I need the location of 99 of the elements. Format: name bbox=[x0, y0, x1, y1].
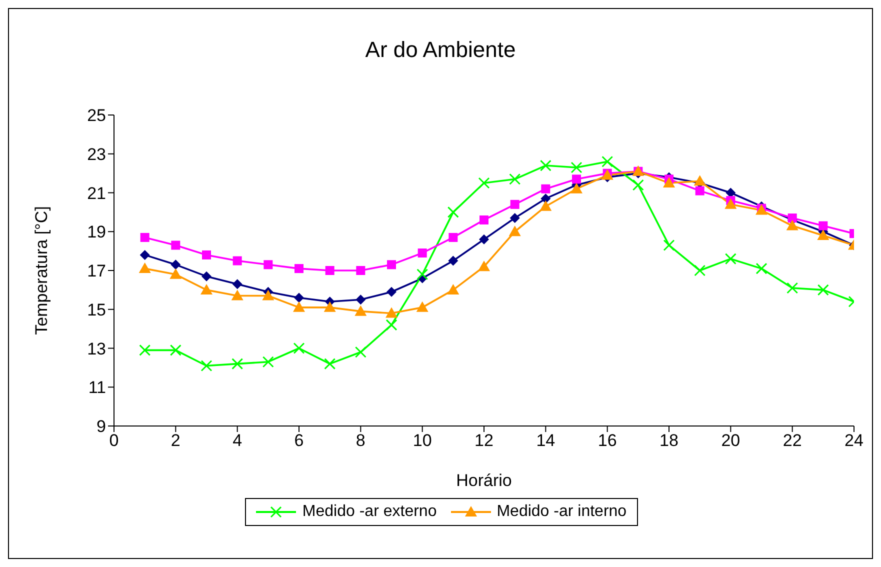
point bbox=[294, 264, 304, 274]
x-tick-label: 12 bbox=[474, 431, 494, 450]
point bbox=[448, 256, 458, 266]
point bbox=[200, 284, 212, 294]
point bbox=[170, 268, 182, 279]
legend-label: Medido -ar externo bbox=[302, 503, 437, 521]
point bbox=[478, 177, 490, 189]
point bbox=[478, 260, 490, 272]
point bbox=[140, 250, 150, 260]
point bbox=[294, 292, 304, 303]
point bbox=[541, 184, 550, 194]
chart-title: Ar do Ambiente bbox=[364, 37, 517, 63]
y-tick-label: 9 bbox=[96, 417, 106, 436]
point bbox=[324, 358, 336, 370]
point bbox=[140, 232, 150, 242]
point bbox=[663, 239, 675, 251]
point bbox=[694, 264, 706, 276]
point bbox=[202, 271, 212, 282]
point bbox=[632, 179, 644, 191]
point bbox=[817, 230, 830, 240]
point bbox=[232, 358, 244, 370]
x-tick-label: 22 bbox=[782, 431, 802, 450]
point bbox=[356, 294, 366, 305]
x-tick-label: 24 bbox=[844, 431, 864, 450]
y-tick-label: 21 bbox=[87, 184, 106, 203]
y-tick-label: 23 bbox=[87, 144, 106, 164]
point bbox=[479, 234, 489, 244]
point bbox=[138, 262, 151, 274]
legend-label: Medido -ar interno bbox=[496, 503, 627, 521]
point bbox=[418, 248, 427, 258]
point bbox=[262, 356, 274, 368]
point bbox=[448, 232, 458, 242]
point bbox=[756, 262, 768, 274]
point bbox=[663, 177, 675, 188]
x-tick-label: 10 bbox=[412, 431, 432, 450]
point bbox=[293, 342, 305, 354]
point bbox=[264, 260, 273, 270]
point bbox=[540, 194, 551, 204]
point bbox=[232, 256, 242, 266]
point bbox=[416, 301, 428, 312]
x-tick-label: 20 bbox=[721, 431, 740, 450]
point bbox=[509, 173, 521, 185]
point bbox=[293, 301, 305, 312]
y-tick-label: 13 bbox=[87, 339, 106, 358]
point bbox=[480, 215, 488, 224]
point bbox=[171, 240, 180, 250]
point bbox=[540, 200, 552, 211]
y-tick-label: 19 bbox=[87, 222, 106, 242]
point bbox=[139, 344, 151, 356]
point bbox=[694, 175, 706, 186]
point bbox=[200, 360, 212, 372]
point bbox=[387, 260, 396, 270]
y-tick-label: 11 bbox=[88, 378, 106, 398]
point bbox=[356, 266, 366, 275]
point bbox=[262, 290, 274, 300]
point bbox=[325, 266, 334, 275]
x-tick-label: 8 bbox=[356, 431, 366, 450]
point bbox=[324, 301, 336, 312]
point bbox=[447, 284, 460, 294]
x-axis-title: Horário bbox=[456, 471, 512, 490]
x-tick-label: 14 bbox=[536, 431, 556, 450]
point bbox=[817, 284, 829, 296]
point bbox=[786, 220, 798, 230]
x-tick-label: 16 bbox=[598, 431, 617, 450]
x-tick-label: 0 bbox=[109, 431, 119, 450]
y-tick-label: 17 bbox=[87, 262, 106, 281]
point bbox=[386, 319, 398, 331]
x-tick-label: 4 bbox=[232, 431, 242, 450]
point bbox=[508, 226, 521, 236]
point bbox=[354, 346, 366, 358]
point bbox=[510, 200, 520, 209]
point bbox=[540, 160, 552, 172]
point bbox=[602, 156, 614, 168]
point bbox=[416, 268, 428, 280]
x-tick-label: 18 bbox=[660, 431, 678, 450]
point bbox=[572, 174, 581, 184]
point bbox=[570, 162, 582, 174]
point bbox=[786, 282, 798, 294]
point bbox=[202, 250, 211, 260]
point bbox=[232, 279, 242, 290]
y-tick-label: 25 bbox=[87, 106, 106, 126]
point bbox=[570, 182, 582, 194]
point bbox=[724, 253, 736, 265]
y-axis-title: Temperatura [°C] bbox=[32, 206, 52, 335]
point bbox=[386, 286, 396, 297]
point bbox=[354, 305, 367, 316]
point bbox=[818, 221, 828, 230]
point bbox=[510, 213, 520, 224]
point bbox=[695, 186, 704, 196]
point bbox=[386, 307, 398, 318]
point bbox=[447, 206, 459, 218]
point bbox=[170, 344, 182, 356]
x-tick-label: 6 bbox=[294, 431, 304, 450]
y-tick-label: 15 bbox=[87, 300, 106, 320]
point bbox=[231, 290, 244, 300]
x-tick-label: 2 bbox=[170, 431, 180, 450]
point bbox=[170, 260, 181, 270]
point bbox=[726, 188, 736, 198]
point bbox=[724, 198, 737, 209]
